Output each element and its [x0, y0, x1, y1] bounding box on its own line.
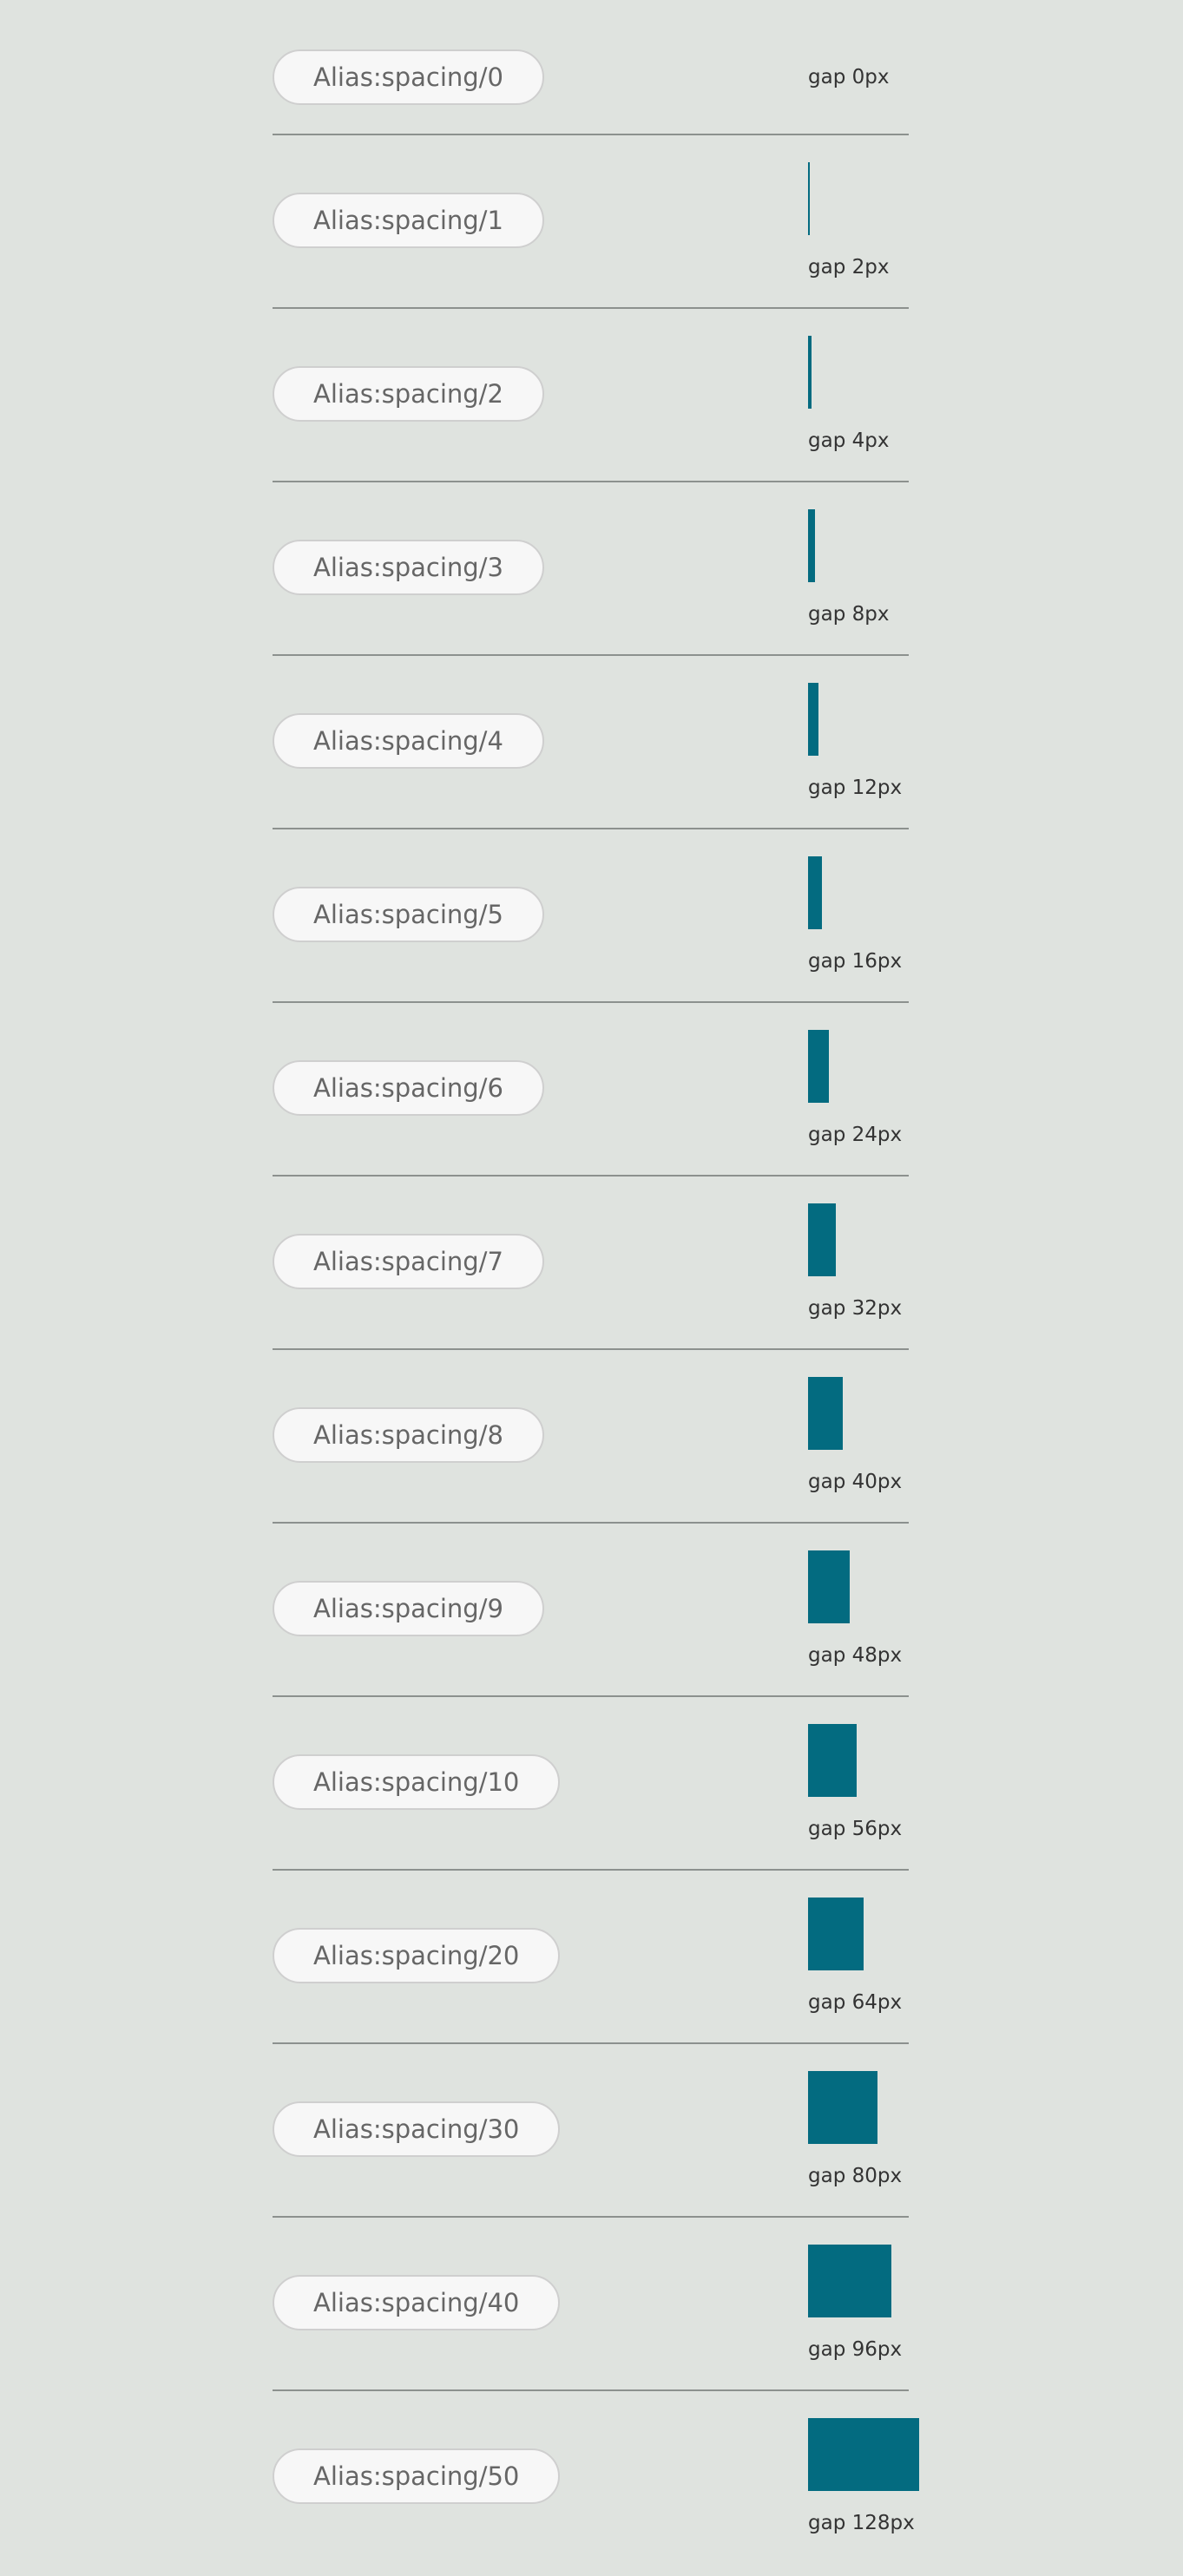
- divider: [273, 1695, 909, 1697]
- gap-swatch: [808, 1724, 857, 1797]
- token-name: Alias:spacing/0: [273, 49, 544, 105]
- token-name: Alias:spacing/8: [273, 1407, 544, 1463]
- gap-swatch: [808, 1550, 850, 1623]
- token-name: Alias:spacing/9: [273, 1581, 544, 1636]
- gap-label: gap 128px: [808, 2512, 915, 2534]
- gap-swatch: [808, 336, 812, 409]
- gap-swatch: [808, 1030, 829, 1103]
- divider: [273, 2389, 909, 2391]
- token-name: Alias:spacing/4: [273, 713, 544, 769]
- divider: [273, 134, 909, 135]
- gap-label: gap 4px: [808, 429, 890, 452]
- token-name: Alias:spacing/7: [273, 1234, 544, 1289]
- gap-label: gap 2px: [808, 256, 890, 279]
- gap-swatch: [808, 162, 810, 235]
- gap-swatch: [808, 856, 822, 929]
- token-name: Alias:spacing/3: [273, 540, 544, 595]
- token-name: Alias:spacing/30: [273, 2101, 561, 2157]
- divider: [273, 1522, 909, 1524]
- divider: [273, 654, 909, 656]
- gap-label: gap 48px: [808, 1644, 903, 1667]
- token-name: Alias:spacing/10: [273, 1754, 561, 1810]
- token-name: Alias:spacing/50: [273, 2448, 561, 2504]
- divider: [273, 1175, 909, 1177]
- gap-label: gap 80px: [808, 2165, 903, 2187]
- divider: [273, 307, 909, 309]
- gap-label: gap 12px: [808, 777, 903, 799]
- gap-swatch: [808, 683, 818, 756]
- divider: [273, 828, 909, 829]
- divider: [273, 2042, 909, 2044]
- gap-label: gap 40px: [808, 1471, 903, 1493]
- divider: [273, 481, 909, 482]
- gap-swatch: [808, 1377, 843, 1450]
- gap-label: gap 24px: [808, 1124, 903, 1146]
- gap-swatch: [808, 2071, 877, 2144]
- gap-label: gap 64px: [808, 1991, 903, 2014]
- divider: [273, 1348, 909, 1350]
- gap-swatch: [808, 1203, 836, 1276]
- gap-swatch: [808, 2245, 891, 2317]
- gap-swatch: [808, 509, 815, 582]
- gap-label: gap 8px: [808, 603, 890, 626]
- gap-label: gap 56px: [808, 1818, 903, 1840]
- token-name: Alias:spacing/6: [273, 1060, 544, 1116]
- divider: [273, 1869, 909, 1871]
- gap-label: gap 32px: [808, 1297, 903, 1320]
- divider: [273, 2216, 909, 2218]
- gap-label: gap 96px: [808, 2338, 903, 2361]
- gap-swatch: [808, 1898, 864, 1970]
- token-name: Alias:spacing/20: [273, 1928, 561, 1983]
- token-name: Alias:spacing/2: [273, 366, 544, 422]
- gap-label: gap 0px: [808, 66, 890, 88]
- token-name: Alias:spacing/5: [273, 887, 544, 942]
- token-name: Alias:spacing/40: [273, 2275, 561, 2330]
- gap-label: gap 16px: [808, 950, 903, 973]
- gap-swatch: [808, 2418, 919, 2491]
- token-name: Alias:spacing/1: [273, 193, 544, 248]
- divider: [273, 1001, 909, 1003]
